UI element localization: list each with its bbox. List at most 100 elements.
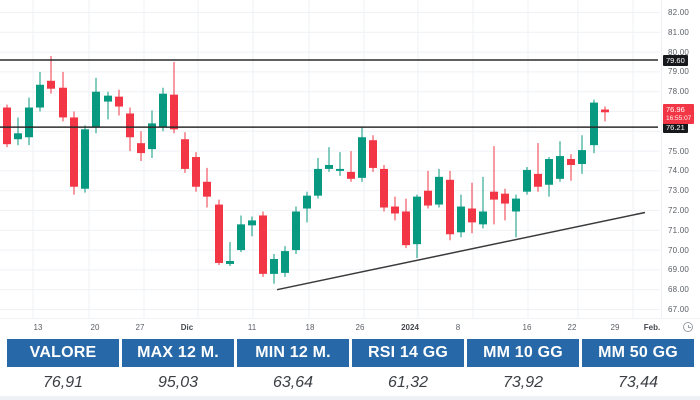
price-axis-label: 81.00 [668,27,690,37]
clock-icon[interactable] [683,322,693,332]
time-axis-label: 18 [305,323,315,332]
candle-body [446,179,454,235]
stats-value-cell: 61,32 [352,367,464,398]
candle-body [402,211,410,246]
bar-countdown: 16:55:07 [666,114,692,122]
price-axis-label: 72.00 [668,206,690,215]
stats-header-cell: MM 50 GG [582,339,694,367]
candle-body [70,117,78,187]
stats-header-cell: MM 10 GG [467,339,579,367]
candle-body [47,80,55,89]
chart-canvas [0,0,660,318]
candle-body [601,109,609,113]
time-axis-label: 20 [90,323,100,332]
time-axis-label: 29 [610,323,620,332]
candle-body [25,107,33,138]
price-level-tag: 79.60 [663,54,688,66]
last-price-value: 76.96 [666,104,685,114]
time-axis-label: 8 [455,323,461,332]
price-level-tag: 76.21 [663,121,688,133]
candle-body [59,87,67,118]
candle-body [281,251,289,273]
stats-header-cell: VALORE [7,339,119,367]
time-axis-label: Dic [180,323,194,332]
stats-value-cell: 63,64 [237,367,349,398]
last-price-tag: 76.96 16:55:07 [663,103,695,124]
candle-body [181,139,189,169]
candle-body [104,95,112,102]
candle-body [590,102,598,146]
candle-body [358,137,366,178]
stats-header-cell: RSI 14 GG [352,339,464,367]
candle-body [468,208,476,223]
price-axis-label: 80.00 [668,47,690,57]
candle-body [567,159,575,165]
time-axis[interactable]: 13 20 27 Dic 11 18 26 2024 8 16 22 29 Feb. [0,318,700,337]
candle-body [3,107,11,145]
price-axis-label: 73.00 [668,186,690,196]
candle-body [325,164,333,169]
candle-body [14,133,22,140]
stats-value-cell: 73,44 [582,367,694,398]
price-axis-label: 68.00 [668,285,690,295]
stats-value-cell: 95,03 [122,367,234,398]
price-axis-label: 67.00 [668,305,690,314]
trendline [276,211,646,291]
candle-body [226,260,234,264]
time-axis-label: 11 [247,323,257,332]
stats-value-cell: 73,92 [467,367,579,398]
price-axis-label: 69.00 [668,265,690,275]
price-axis-label: 74.00 [668,166,690,176]
price-axis-label: 82.00 [668,8,690,17]
candle-body [347,171,355,179]
candle-body [115,96,123,107]
candle-body [159,93,167,128]
candle-body [501,193,509,204]
candle-body [314,168,322,196]
candle-body [192,157,200,187]
candle-body [170,94,178,130]
candle-body [303,195,311,209]
candle-body [148,123,156,150]
candle-body [479,211,487,225]
candle-body [369,140,377,168]
candle-body [137,143,145,154]
stats-value-cell: 76,91 [7,367,119,398]
price-axis-label: 70.00 [668,245,690,255]
stats-table: VALORE MAX 12 M. MIN 12 M. RSI 14 GG MM 10 G… [7,339,694,398]
stats-value-row: 76,91 95,03 63,64 61,32 73,92 73,44 [7,367,694,398]
price-axis[interactable]: 82.00 81.00 80.00 79.00 78.00 75.00 74.00 73.00… [661,0,700,318]
candle-body [490,191,498,200]
price-axis-label: 75.00 [668,146,690,156]
time-axis-label: 2024 [401,323,419,332]
candle-body [126,113,134,138]
candle-body [413,196,421,245]
time-axis-label: Feb. [643,323,661,332]
candle-body [435,176,443,205]
price-axis-label: 71.00 [668,225,690,235]
candle-body [391,206,399,214]
candle-body [545,159,553,185]
candle-body [292,211,300,251]
time-axis-label: 13 [33,323,43,332]
stats-header-cell: MAX 12 M. [122,339,234,367]
stats-header-cell: MIN 12 M. [237,339,349,367]
bottom-strip [0,396,700,400]
candle-body [424,190,432,206]
candle-body [215,204,223,263]
time-axis-label: 27 [135,323,145,332]
candle-body [36,84,44,108]
candle-body [81,129,89,189]
candle-body [556,156,564,179]
candlestick-chart[interactable] [0,0,660,318]
candle-body [457,206,465,233]
candle-body [578,150,586,164]
candle-body [523,169,531,192]
candle-body [248,220,256,226]
stats-header-row: VALORE MAX 12 M. MIN 12 M. RSI 14 GG MM 10 G… [7,339,694,367]
candle-body [534,173,542,187]
candle-body [92,91,100,128]
candle-body [259,215,267,274]
candle-body [237,224,245,251]
